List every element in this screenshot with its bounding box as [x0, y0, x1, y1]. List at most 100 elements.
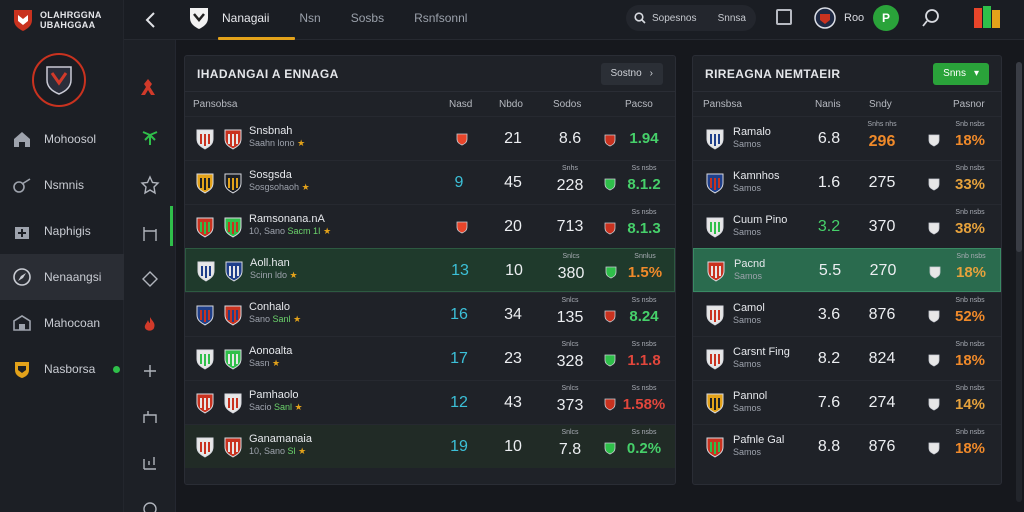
stat-played: 34	[504, 306, 522, 323]
team-info: Aonoalta Sasn ★	[249, 345, 292, 369]
ranking-row[interactable]: Camol Samos 3.6 876 Snb nsbs 52%	[693, 292, 1001, 336]
rail-item-diamond[interactable]	[124, 256, 176, 302]
rail-item-info[interactable]	[124, 486, 176, 512]
rcol-2[interactable]: Sndy	[869, 98, 892, 110]
ranking-row[interactable]: Pafnle Gal Samos 8.8 876 Snb nsbs 18%	[693, 424, 1001, 468]
team-name[interactable]: Ramsonana.nA	[249, 213, 325, 225]
ranking-filter-button[interactable]: Snns ▾	[933, 62, 989, 85]
team-crest-icon	[224, 305, 242, 326]
ranking-row[interactable]: Pacnd Samos 5.5 270 Snb nsbs 18%	[693, 248, 1001, 292]
ranking-row[interactable]: Ramalo Samos 6.8 Snhs nhs 296 Snb nsbs 18%	[693, 116, 1001, 160]
rail-item-plus[interactable]	[124, 348, 176, 394]
team-name[interactable]: Camol	[733, 302, 765, 314]
rcol-team[interactable]: Pansbsa	[703, 98, 742, 110]
ranking-row[interactable]: Kamnhos Samos 1.6 275 Snb nsbs 33%	[693, 160, 1001, 204]
team-name[interactable]: Pamhaolo	[249, 389, 299, 401]
col-team[interactable]: Pansobsa	[193, 98, 238, 110]
team-name[interactable]: Ramalo	[733, 126, 771, 138]
stat-percent: 1.94	[629, 130, 659, 147]
team-crest-icon	[224, 393, 242, 414]
stat-rating: 8.8	[817, 438, 841, 455]
stat-percent: 1.1.8	[627, 352, 661, 369]
ranking-row[interactable]: Pannol Samos 7.6 274 Snb nsbs 14%	[693, 380, 1001, 424]
back-button[interactable]	[138, 7, 164, 33]
standings-row[interactable]: Snsbnah Saahn lono ★ 21 8.6 1.94	[185, 116, 675, 160]
sidebar-item-crest[interactable]: Nasborsa	[0, 346, 124, 392]
sidebar-item-compass[interactable]: Nenaangsi	[0, 254, 124, 300]
col-2[interactable]: Nbdo	[499, 98, 523, 110]
col-1[interactable]: Nasd	[449, 98, 473, 110]
sidebar-item-stadium[interactable]: Mahocoan	[0, 300, 124, 346]
standings-row[interactable]: Conhalo Sano Sanl ★ 16 34 Snlcs 135 Ss nsbs 8.2…	[185, 292, 675, 336]
standings-options-button[interactable]: Sostno ›	[600, 62, 663, 85]
col-3[interactable]: Sodos	[553, 98, 582, 110]
sidebar-item-home[interactable]: Mohoosol	[0, 116, 124, 162]
standings-row[interactable]: Aoll.han Scinn ldo ★ 13 10 Snlcs 380 Snnlus 1.5…	[185, 248, 675, 292]
rail-item-goalpost[interactable]	[124, 210, 176, 256]
stat-label: Snlcs	[561, 341, 579, 348]
team-avatar-icon[interactable]	[814, 6, 836, 30]
brand[interactable]: OLAHRGGNA UBAHGGAA	[0, 0, 123, 40]
team-info: Pamhaolo Sacio Sanl ★	[249, 389, 303, 413]
sidebar-item-medic[interactable]: Naphigis	[0, 208, 124, 254]
chevron-right-icon: ›	[649, 68, 653, 79]
go-button[interactable]: P	[873, 5, 899, 31]
stat-rank: 9	[454, 174, 464, 191]
team-name[interactable]: Ganamanaia	[249, 433, 312, 445]
standings-row[interactable]: Aonoalta Sasn ★ 17 23 Snlcs 328 Ss nsbs 1.1.8	[185, 336, 675, 380]
team-crest-icon	[196, 305, 214, 326]
standings-row[interactable]: Ganamanaia 10, Sano Sl ★ 19 10 Snlcs 7.8 Ss ns…	[185, 424, 675, 468]
ranking-column-header: Pansbsa Nanis Sndy Pasnor	[693, 92, 1001, 116]
form-badge-icon	[456, 221, 468, 234]
tab-1[interactable]: Nsn	[299, 11, 321, 25]
tab-0[interactable]: Nanagaii	[217, 0, 296, 40]
pct-label: Ss nsbs	[631, 297, 657, 304]
search-box[interactable]: Sopesnos Snnsa	[626, 5, 756, 31]
trend-icon	[604, 178, 616, 191]
team-name[interactable]: Aoll.han	[250, 257, 290, 269]
rcol-1[interactable]: Nanis	[815, 98, 841, 110]
rcol-3[interactable]: Pasnor	[953, 98, 985, 110]
rail-item-chart[interactable]	[124, 440, 176, 486]
rail-item-palm[interactable]	[124, 114, 176, 160]
stadium-icon	[13, 315, 31, 331]
team-name[interactable]: Conhalo	[249, 301, 290, 313]
rail-item-tactics[interactable]	[124, 394, 176, 440]
team-name[interactable]: Kamnhos	[733, 170, 780, 182]
stat-label: Snlcs	[561, 297, 579, 304]
team-name[interactable]: Pannol	[733, 390, 768, 402]
tab-2[interactable]: Sosbs	[350, 11, 385, 25]
standings-row[interactable]: Pamhaolo Sacio Sanl ★ 12 43 Snlcs 373 Ss nsbs 1…	[185, 380, 675, 424]
standings-row[interactable]: Sosgsda Sosgsohaoh ★ 9 45 Snhs 228 Ss nsbs 8.1.…	[185, 160, 675, 204]
scrollbar-thumb[interactable]	[1016, 62, 1022, 252]
stat-percent: 14%	[954, 396, 986, 413]
club-logo-icon[interactable]	[188, 6, 210, 30]
col-4[interactable]: Pacso	[625, 98, 653, 110]
standings-row[interactable]: Ramsonana.nA 10, Sano Sacm 1I ★ 20 713 Ss ns…	[185, 204, 675, 248]
rail-item-star-outline[interactable]	[124, 162, 176, 208]
team-name[interactable]: Pafnle Gal	[733, 434, 785, 446]
club-emblem[interactable]	[32, 53, 86, 107]
page-scrollbar[interactable]	[1016, 62, 1022, 502]
sponsor-logo-icon[interactable]	[972, 4, 1002, 32]
team-name[interactable]: Pacnd	[734, 258, 766, 270]
team-name[interactable]: Carsnt Fing	[733, 346, 790, 358]
trend-icon	[604, 222, 616, 235]
sidebar-item-whistle[interactable]: Nsmnis	[0, 162, 124, 208]
user-name[interactable]: Roo	[844, 12, 865, 24]
ranking-row[interactable]: Carsnt Fing Samos 8.2 824 Snb nsbs 18%	[693, 336, 1001, 380]
team-crest-icon	[706, 173, 724, 194]
info-icon	[143, 502, 157, 512]
ranking-row[interactable]: Cuum Pino Samos 3.2 370 Snb nsbs 38%	[693, 204, 1001, 248]
fullscreen-button[interactable]	[776, 9, 792, 25]
tactics-icon	[143, 411, 157, 423]
rail-item-flame[interactable]	[124, 302, 176, 348]
team-name[interactable]: Sosgsda	[249, 169, 292, 181]
rail-item-player-red[interactable]	[124, 64, 176, 110]
stat-percent: 18%	[954, 132, 986, 149]
team-name[interactable]: Cuum Pino	[733, 214, 788, 226]
team-name[interactable]: Aonoalta	[249, 345, 293, 357]
team-name[interactable]: Snsbnah	[249, 125, 293, 137]
search-alt-icon[interactable]	[920, 7, 942, 29]
tab-3[interactable]: Rsnfsonnl	[414, 11, 468, 25]
